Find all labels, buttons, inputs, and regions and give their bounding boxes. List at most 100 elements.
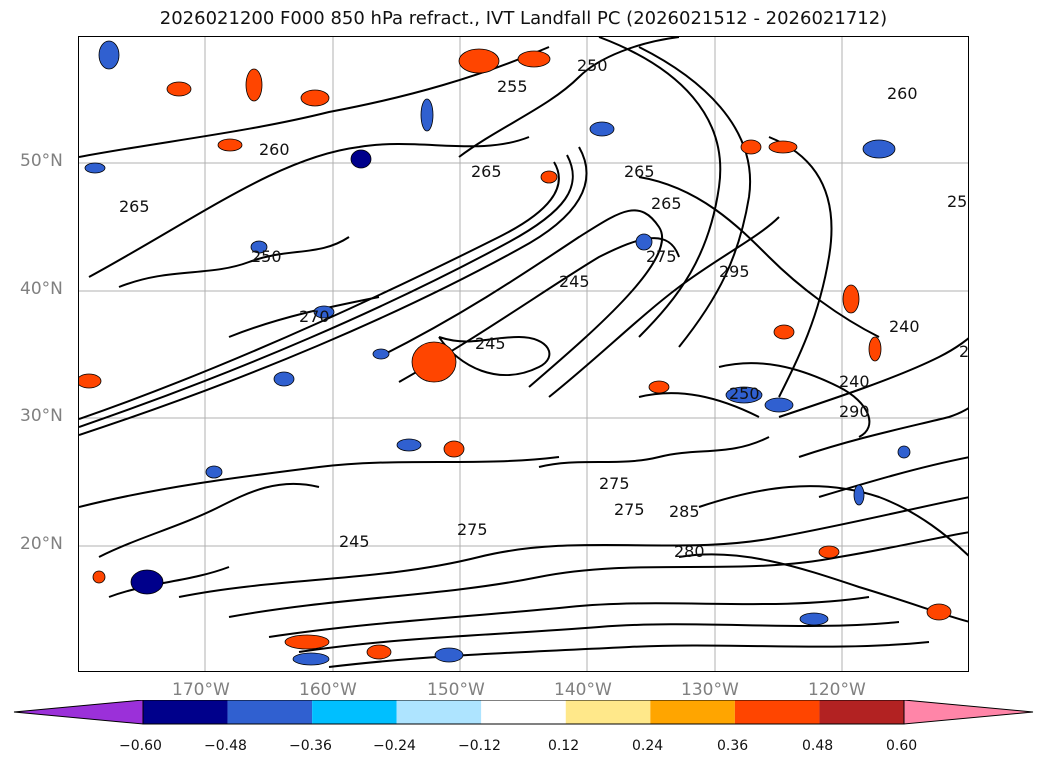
colorbar-tick-m036: −0.36 <box>289 738 332 754</box>
contour-label: 275 <box>614 500 645 519</box>
contour-labels: 250 255 255 260 260 265 265 265 265 275 275 275 275 2… <box>119 56 969 561</box>
ivt-shading <box>79 40 952 666</box>
refractivity-contour-line <box>438 335 551 376</box>
refractivity-contour-line <box>638 392 760 418</box>
refractivity-contour-line <box>548 216 780 398</box>
ivt-shaded-region <box>842 284 860 314</box>
ivt-shaded-region <box>635 233 653 251</box>
contour-label: 275 <box>599 474 630 493</box>
ivt-shaded-region <box>84 162 106 174</box>
ivt-shaded-region <box>245 68 263 102</box>
refractivity-contour-line <box>328 641 930 668</box>
lon-label-170w: 170°W <box>172 680 230 700</box>
ivt-shaded-region <box>411 341 457 383</box>
ivt-shaded-region <box>98 40 120 70</box>
contour-label: 250 <box>251 247 282 266</box>
ivt-shaded-region <box>764 397 794 413</box>
contour-label: 240 <box>889 317 920 336</box>
lon-label-160w: 160°W <box>299 680 357 700</box>
refractivity-contour-line <box>108 566 230 598</box>
refractivity-contour-line <box>718 362 871 438</box>
contour-label: 255 <box>497 77 528 96</box>
refractivity-contour-line <box>778 337 968 418</box>
colorbar-segment <box>227 700 313 724</box>
contour-label: 250 <box>729 384 760 403</box>
ivt-shaded-region <box>130 569 164 595</box>
refractivity-contour-line <box>398 237 680 383</box>
contour-label: 260 <box>887 84 918 103</box>
refractivity-contour-line <box>98 482 320 558</box>
contour-label: 275 <box>457 520 488 539</box>
ivt-shaded-region <box>926 603 952 621</box>
contour-label: 290 <box>839 402 870 421</box>
ivt-shaded-region <box>868 336 882 362</box>
refractivity-contour-line <box>378 209 664 388</box>
ivt-shaded-region <box>300 89 330 107</box>
ivt-shaded-region <box>217 138 243 152</box>
ivt-shaded-region <box>92 570 106 584</box>
refractivity-contour-line <box>298 621 900 653</box>
contour-label: 295 <box>719 262 750 281</box>
ivt-shaded-region <box>273 371 295 387</box>
contour-label: 260 <box>259 140 290 159</box>
refractivity-contour-line <box>638 176 880 338</box>
refractivity-contour-line <box>79 154 574 428</box>
contour-label: 275 <box>646 247 677 266</box>
colorbar-segment <box>734 700 820 724</box>
colorbar-outline <box>142 700 905 725</box>
ivt-shaded-region <box>292 652 330 666</box>
ivt-shaded-region <box>540 170 558 184</box>
colorbar-tick-m024: −0.24 <box>373 738 416 754</box>
ivt-shaded-region <box>458 48 500 74</box>
contour-label: 245 <box>475 334 506 353</box>
ivt-shaded-region <box>853 484 865 506</box>
contour-label: 245 <box>339 532 370 551</box>
map-title: 2026021200 F000 850 hPa refract., IVT La… <box>159 8 888 29</box>
ivt-shaded-region <box>799 612 829 626</box>
ivt-shaded-region <box>648 380 670 394</box>
ivt-shaded-region <box>740 139 762 155</box>
ivt-shaded-region <box>284 634 330 650</box>
colorbar-tick-012: 0.12 <box>548 738 580 754</box>
ivt-shaded-region <box>420 98 434 132</box>
colorbar-tick-036: 0.36 <box>717 738 749 754</box>
colorbar-segment <box>819 700 904 724</box>
ivt-shaded-region <box>250 240 268 254</box>
colorbar-over-arrow <box>903 700 1034 725</box>
map-plot: 250 255 255 260 260 265 265 265 265 275 275 275 275 2… <box>79 37 969 671</box>
ivt-shaded-region <box>166 81 192 97</box>
lon-label-130w: 130°W <box>681 680 739 700</box>
refractivity-contour-line <box>768 136 833 398</box>
refractivity-contour-line <box>598 37 722 338</box>
ivt-shaded-region <box>862 139 896 159</box>
colorbar-tick-060: 0.60 <box>886 738 918 754</box>
ivt-shaded-region <box>205 465 223 479</box>
ivt-shaded-region <box>79 373 102 389</box>
refractivity-contour-line <box>79 146 588 436</box>
graticule <box>79 37 968 671</box>
ivt-shaded-region <box>443 440 465 458</box>
lat-label-40n: 40°N <box>20 279 63 299</box>
lat-label-50n: 50°N <box>20 151 63 171</box>
colorbar-tick-048: 0.48 <box>802 738 834 754</box>
contour-label: 270 <box>299 307 330 326</box>
contour-label: 265 <box>624 162 655 181</box>
refractivity-contour-line <box>178 496 968 598</box>
ivt-shaded-region <box>589 121 615 137</box>
contour-label: 265 <box>651 194 682 213</box>
contour-label: 265 <box>471 162 502 181</box>
colorbar-tick-024: 0.24 <box>632 738 664 754</box>
lon-label-150w: 150°W <box>427 680 485 700</box>
colorbar-tick-m048: −0.48 <box>204 738 247 754</box>
map-panel: 250 255 255 260 260 265 265 265 265 275 275 275 275 2… <box>78 36 969 672</box>
ivt-shaded-region <box>517 50 551 68</box>
colorbar <box>13 700 1034 725</box>
ivt-shaded-region <box>897 445 911 459</box>
colorbar-tick-m060: −0.60 <box>119 738 162 754</box>
contour-label: 265 <box>119 197 150 216</box>
colorbar-under-arrow <box>13 700 144 725</box>
ivt-shaded-region <box>768 140 798 154</box>
contour-label: 245 <box>959 342 969 361</box>
refractivity-contour-line <box>678 553 968 623</box>
lat-label-30n: 30°N <box>20 406 63 426</box>
